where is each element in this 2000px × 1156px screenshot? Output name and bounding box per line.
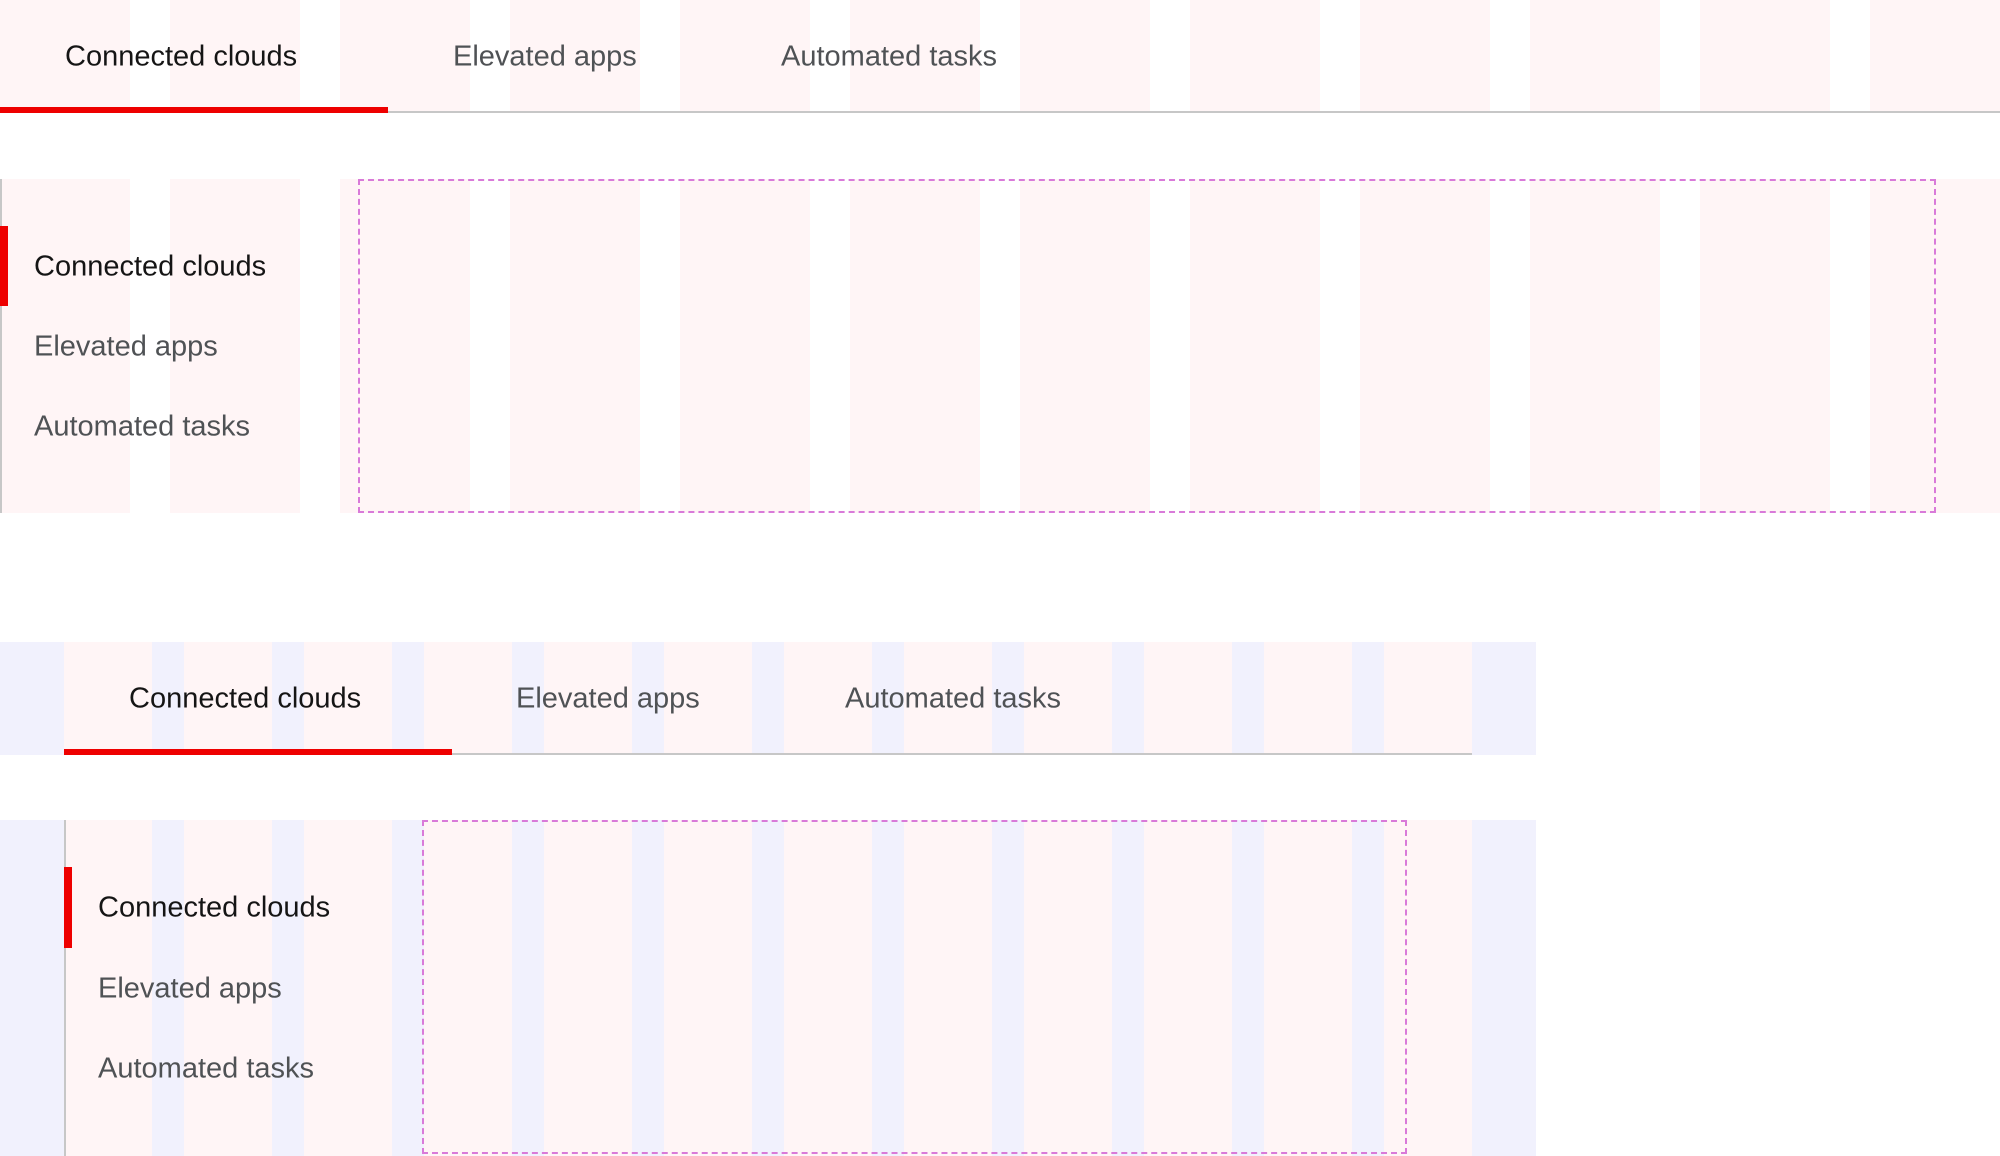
grid-column [304, 642, 392, 755]
inset-vertical-divider [64, 820, 66, 1156]
grid-column [184, 642, 272, 755]
vertical-tabs-divider [0, 179, 2, 513]
grid-column [340, 179, 470, 513]
inset-vertical-tab-connected-clouds[interactable]: Connected clouds [98, 891, 331, 924]
grid-column [64, 820, 152, 1156]
grid-column [1700, 0, 1830, 112]
grid-column [170, 0, 300, 112]
grid-column [184, 820, 272, 1156]
inset-tabs-divider [64, 753, 1472, 755]
grid-overlay-top-tabs [0, 0, 2000, 112]
inset-tab-elevated-apps[interactable]: Elevated apps [516, 682, 700, 715]
grid-column [1144, 820, 1232, 1156]
grid-column [1384, 820, 1472, 1156]
grid-column [1360, 179, 1490, 513]
vertical-tab-elevated-apps[interactable]: Elevated apps [34, 330, 218, 363]
grid-column [340, 0, 470, 112]
inset-tab-content-area [422, 820, 1407, 1154]
grid-column [0, 179, 130, 513]
grid-overlay-vertical-tabs [0, 179, 2000, 513]
tab-connected-clouds[interactable]: Connected clouds [65, 40, 298, 73]
grid-column [424, 820, 512, 1156]
grid-column [784, 820, 872, 1156]
grid-column [64, 642, 152, 755]
grid-overlay-inset-vertical [64, 820, 1472, 1156]
active-tab-indicator [0, 107, 388, 113]
grid-column [1190, 0, 1320, 112]
vertical-tab-connected-clouds[interactable]: Connected clouds [34, 250, 267, 283]
grid-column [850, 179, 980, 513]
grid-column [304, 820, 392, 1156]
tab-elevated-apps[interactable]: Elevated apps [453, 40, 637, 73]
inset-tab-connected-clouds[interactable]: Connected clouds [129, 682, 362, 715]
grid-overlay-inset-tabs [64, 642, 1472, 755]
vertical-tab-automated-tasks[interactable]: Automated tasks [34, 410, 250, 443]
active-vertical-tab-indicator [0, 226, 8, 306]
grid-column [1020, 179, 1150, 513]
grid-column [1264, 820, 1352, 1156]
tabs-divider [0, 111, 2000, 113]
grid-column [1360, 0, 1490, 112]
tab-automated-tasks[interactable]: Automated tasks [781, 40, 997, 73]
grid-column [664, 642, 752, 755]
inset-tab-automated-tasks[interactable]: Automated tasks [845, 682, 1061, 715]
grid-column [510, 0, 640, 112]
grid-column [1384, 642, 1472, 755]
grid-column [1024, 642, 1112, 755]
grid-column [680, 179, 810, 513]
grid-column [664, 820, 752, 1156]
grid-column [850, 0, 980, 112]
inset-vertical-tab-automated-tasks[interactable]: Automated tasks [98, 1052, 314, 1085]
tab-content-area [358, 179, 1936, 513]
grid-column [544, 642, 632, 755]
grid-column [170, 179, 300, 513]
grid-column [1020, 0, 1150, 112]
grid-column [1264, 642, 1352, 755]
grid-column [1530, 0, 1660, 112]
grid-column [1024, 820, 1112, 1156]
grid-column [1530, 179, 1660, 513]
inset-active-vertical-indicator [64, 867, 72, 948]
inset-active-tab-indicator [64, 749, 452, 755]
inset-vertical-tab-elevated-apps[interactable]: Elevated apps [98, 972, 282, 1005]
grid-column [1700, 179, 1830, 513]
grid-column [424, 642, 512, 755]
grid-column [1144, 642, 1232, 755]
grid-column [680, 0, 810, 112]
grid-column [904, 642, 992, 755]
grid-column [1870, 0, 2000, 112]
grid-column [904, 820, 992, 1156]
grid-column [784, 642, 872, 755]
grid-column [510, 179, 640, 513]
grid-column [1190, 179, 1320, 513]
grid-column [544, 820, 632, 1156]
grid-column [0, 0, 130, 112]
